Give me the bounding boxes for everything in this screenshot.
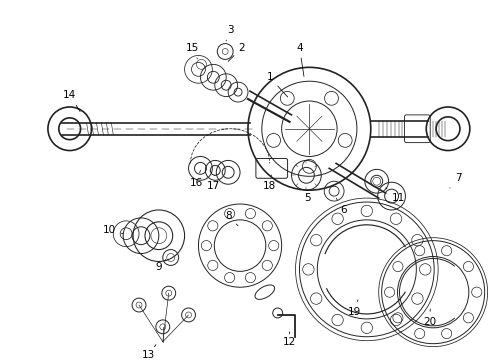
Text: 19: 19	[347, 300, 361, 317]
Text: 7: 7	[450, 173, 461, 188]
Text: 2: 2	[228, 42, 245, 62]
Text: 1: 1	[267, 72, 288, 97]
Text: 5: 5	[304, 190, 311, 203]
Text: 17: 17	[207, 175, 220, 191]
Text: 3: 3	[226, 25, 233, 41]
Text: 14: 14	[63, 90, 80, 112]
Text: 20: 20	[424, 309, 437, 327]
Text: 11: 11	[386, 188, 405, 203]
Text: 8: 8	[225, 211, 238, 226]
Text: 6: 6	[336, 198, 347, 215]
Text: 12: 12	[283, 332, 296, 347]
Text: 13: 13	[142, 345, 156, 360]
Text: 4: 4	[296, 42, 304, 76]
Text: 9: 9	[155, 260, 166, 273]
Text: 18: 18	[263, 175, 276, 191]
Text: 16: 16	[190, 170, 203, 188]
Text: 15: 15	[186, 42, 199, 59]
Text: 10: 10	[103, 225, 123, 235]
